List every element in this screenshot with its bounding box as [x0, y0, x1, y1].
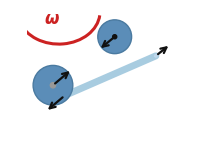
Circle shape [154, 54, 158, 58]
Circle shape [33, 65, 73, 105]
Circle shape [113, 35, 117, 39]
Text: ω: ω [44, 10, 59, 28]
Circle shape [62, 93, 67, 98]
Circle shape [50, 83, 56, 88]
Circle shape [98, 20, 132, 54]
